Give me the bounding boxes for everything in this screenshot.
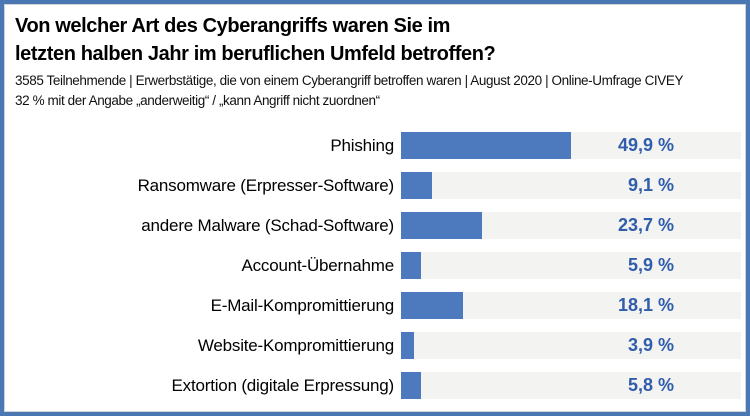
bar [401, 212, 482, 239]
chart-row: E-Mail-Kompromittierung 18,1 % [4, 292, 746, 319]
category-label: Website-Kompromittierung [197, 336, 394, 355]
category-label: Extortion (digitale Erpressung) [171, 376, 395, 395]
bar [401, 252, 422, 279]
chart-row: Ransomware (Erpresser-Software) 9,1 % [4, 172, 746, 199]
bar [401, 372, 421, 399]
bar-track: 9,1 % [401, 172, 741, 199]
bar [401, 332, 415, 359]
chart-row: Extortion (digitale Erpressung) 5,8 % [4, 372, 746, 399]
value-label: 5,9 % [627, 255, 674, 275]
value-label: 23,7 % [617, 215, 674, 235]
value-label: 49,9 % [617, 135, 674, 155]
bar-track: 18,1 % [401, 292, 741, 319]
bar-chart: Phishing 49,9 % Ransomware (Erpresser-So… [4, 132, 746, 412]
category-label: Phishing [330, 136, 394, 155]
bar-track: 49,9 % [401, 132, 741, 159]
chart-subtitle-line1: 3585 Teilnehmende | Erwerbstätige, die v… [15, 73, 684, 88]
chart-subtitle-line2: 32 % mit der Angabe „anderweitig“ / „kan… [15, 93, 380, 108]
value-label: 3,9 % [627, 335, 674, 355]
bar-track: 23,7 % [401, 212, 741, 239]
category-label: Ransomware (Erpresser-Software) [137, 176, 395, 195]
chart-row: andere Malware (Schad-Software) 23,7 % [4, 212, 746, 239]
category-label: Account-Übernahme [241, 256, 394, 275]
value-label: 9,1 % [627, 175, 674, 195]
bar-track: 5,9 % [401, 252, 741, 279]
bar-track: 5,8 % [401, 372, 741, 399]
category-label: E-Mail-Kompromittierung [210, 296, 395, 315]
chart-row: Phishing 49,9 % [4, 132, 746, 159]
value-label: 18,1 % [617, 295, 674, 315]
bar [401, 292, 463, 319]
chart-title: Von welcher Art des Cyberangriffs waren … [15, 15, 496, 65]
chart-row: Account-Übernahme 5,9 % [4, 252, 746, 279]
bar [401, 172, 432, 199]
bar [401, 132, 571, 159]
bar-track: 3,9 % [401, 332, 741, 359]
chart-row: Website-Kompromittierung 3,9 % [4, 332, 746, 359]
value-label: 5,8 % [627, 375, 674, 395]
category-label: andere Malware (Schad-Software) [141, 216, 394, 235]
